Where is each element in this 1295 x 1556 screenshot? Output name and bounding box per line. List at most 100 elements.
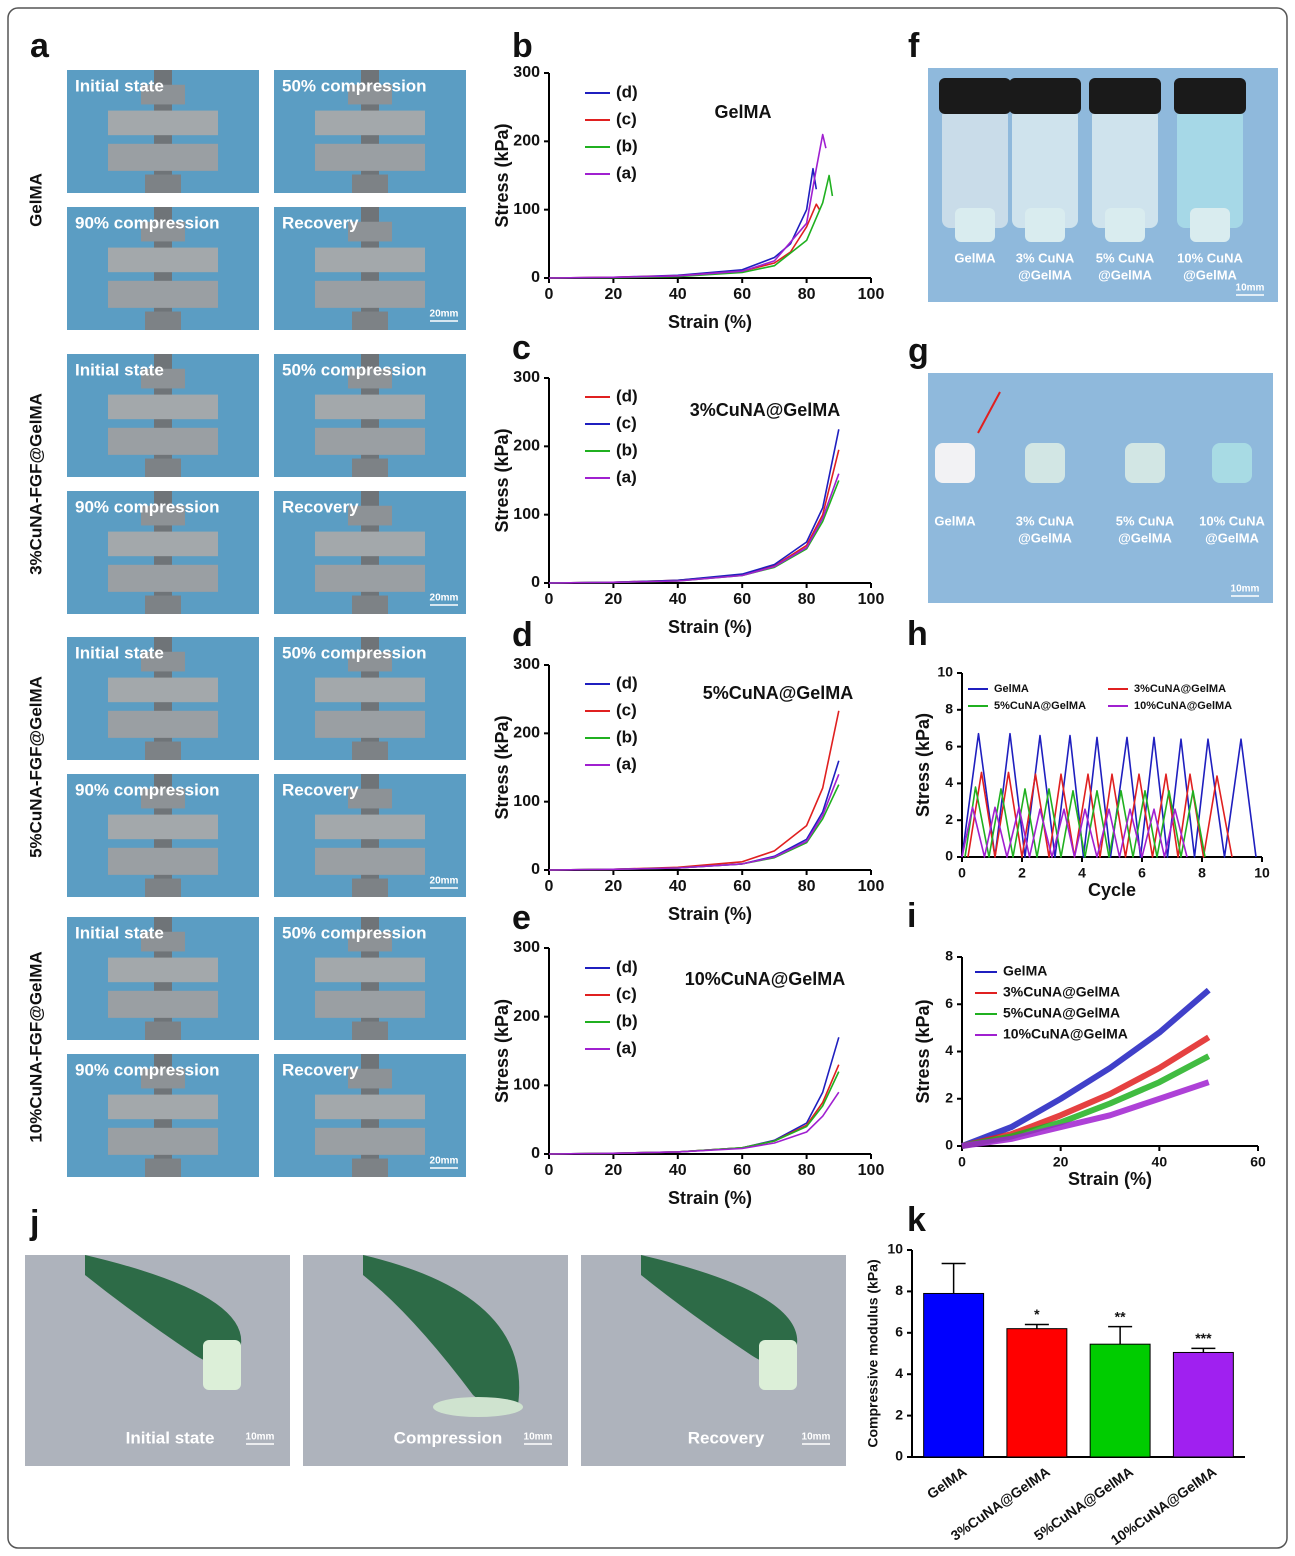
legend-label: (c)	[616, 413, 637, 432]
photo-caption: 90% compression	[75, 1060, 220, 1079]
gel	[955, 208, 995, 242]
chart-title: 5%CuNA@GelMA	[703, 683, 854, 703]
row-label: 5%CuNA-FGF@GelMA	[26, 676, 45, 858]
x-tick-label: 40	[669, 878, 687, 895]
x-tick-label: 100	[858, 591, 885, 608]
plate	[108, 848, 218, 875]
y-tick-label: 2	[895, 1406, 903, 1422]
x-tick-label: 0	[545, 286, 554, 303]
x-axis-label: Strain (%)	[668, 904, 752, 924]
chart-title: 3%CuNA@GelMA	[690, 400, 841, 420]
scale-bar-label: 10mm	[802, 1432, 831, 1443]
sample-label: GelMA	[934, 513, 976, 528]
plate	[108, 428, 218, 455]
sample-label: 10% CuNA	[1199, 513, 1265, 528]
plate	[108, 711, 218, 738]
x-axis-label: Strain (%)	[668, 312, 752, 332]
y-tick-label: 4	[945, 1042, 953, 1058]
sample-label: 3% CuNA	[1016, 513, 1075, 528]
photo-caption: 90% compression	[75, 213, 220, 232]
y-tick-label: 100	[513, 201, 540, 218]
plate	[108, 281, 218, 308]
plate	[315, 815, 425, 840]
legend-label: (d)	[616, 82, 638, 101]
plate	[108, 111, 218, 136]
y-tick-label: 300	[513, 656, 540, 673]
legend-label: GelMA	[1003, 963, 1047, 979]
plate	[108, 1095, 218, 1120]
nut	[352, 1159, 388, 1177]
nut	[145, 879, 181, 897]
x-tick-label: 60	[733, 591, 751, 608]
legend-label: 5%CuNA@GelMA	[994, 700, 1086, 712]
legend-label: (a)	[616, 467, 637, 486]
plate	[108, 991, 218, 1018]
x-axis-label: Cycle	[1088, 880, 1136, 900]
x-axis-label: Strain (%)	[668, 1188, 752, 1208]
plate	[108, 678, 218, 703]
row-label: 10%CuNA-FGF@GelMA	[26, 951, 45, 1142]
vial-cap	[1174, 78, 1246, 114]
x-tick-label: 4	[1078, 865, 1086, 881]
legend-label: 3%CuNA@GelMA	[1134, 683, 1226, 695]
gel	[1025, 443, 1065, 483]
photo-caption: Initial state	[75, 360, 164, 379]
legend-label: (a)	[616, 754, 637, 773]
legend-label: (c)	[616, 109, 637, 128]
panel-label: g	[908, 332, 929, 370]
nut	[352, 596, 388, 614]
nut	[352, 879, 388, 897]
y-tick-label: 100	[513, 793, 540, 810]
chart-title: GelMA	[714, 102, 771, 122]
x-tick-label: 0	[958, 865, 966, 881]
photo-caption: Recovery	[282, 497, 359, 516]
photo-caption: Recovery	[688, 1428, 765, 1447]
x-tick-label: 20	[605, 1162, 623, 1179]
photo-caption: 50% compression	[282, 923, 427, 942]
y-tick-label: 6	[945, 737, 953, 753]
y-tick-label: 100	[513, 506, 540, 523]
scale-bar-label: 20mm	[430, 593, 459, 604]
x-tick-label: 20	[1053, 1154, 1069, 1170]
plate	[315, 1095, 425, 1120]
y-axis-label: Stress (kPa)	[492, 715, 512, 819]
y-tick-label: 300	[513, 939, 540, 956]
significance: ***	[1195, 1330, 1212, 1346]
plate	[108, 144, 218, 171]
sample-label: @GelMA	[1098, 267, 1152, 282]
plate	[315, 958, 425, 983]
x-tick-label: 40	[669, 286, 687, 303]
x-tick-label: 0	[545, 1162, 554, 1179]
scale-bar-label: 10mm	[1231, 584, 1260, 595]
y-tick-label: 10	[887, 1241, 903, 1257]
plate	[315, 428, 425, 455]
legend-label: (a)	[616, 1038, 637, 1057]
x-tick-label: 0	[545, 591, 554, 608]
nut	[145, 312, 181, 330]
plate	[315, 711, 425, 738]
photo-caption: 90% compression	[75, 780, 220, 799]
gel	[1025, 208, 1065, 242]
plate	[108, 958, 218, 983]
x-axis-label: Strain (%)	[1068, 1169, 1152, 1189]
y-tick-label: 6	[945, 995, 953, 1011]
legend-label: 10%CuNA@GelMA	[1003, 1026, 1128, 1042]
legend-label: 10%CuNA@GelMA	[1134, 700, 1232, 712]
x-tick-label: 60	[733, 878, 751, 895]
x-tick-label: 60	[733, 1162, 751, 1179]
nut	[352, 175, 388, 193]
x-tick-label: 8	[1198, 865, 1206, 881]
scale-bar-label: 10mm	[1236, 283, 1265, 294]
panel-label: h	[907, 615, 928, 653]
legend-label: GelMA	[994, 683, 1029, 695]
plate	[315, 144, 425, 171]
gel	[203, 1340, 241, 1390]
panel-label: f	[908, 27, 920, 65]
y-tick-label: 2	[945, 1089, 953, 1105]
nut	[145, 459, 181, 477]
x-tick-label: 10	[1254, 865, 1270, 881]
figure: aGelMAInitial state50% compression90% co…	[0, 0, 1295, 1556]
photo-caption: 50% compression	[282, 360, 427, 379]
plate	[315, 248, 425, 273]
y-axis-label: Stress (kPa)	[492, 428, 512, 532]
